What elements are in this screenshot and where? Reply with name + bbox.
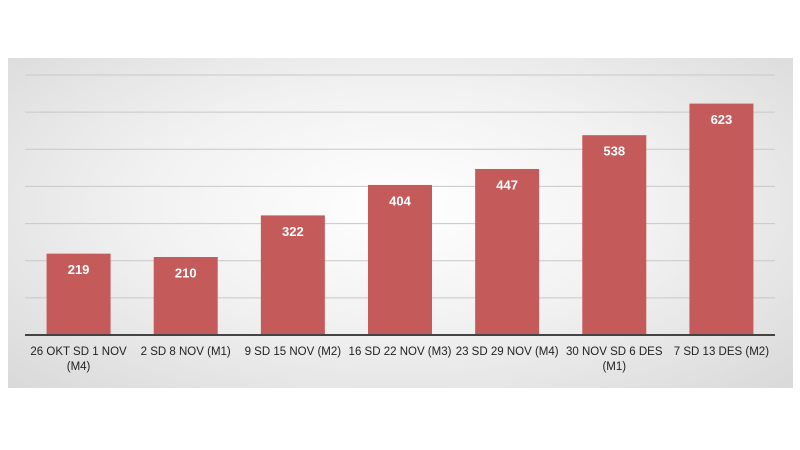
bar xyxy=(582,135,647,335)
x-tick-label: 30 NOV SD 6 DES (M1) xyxy=(566,346,663,373)
data-label: 210 xyxy=(175,265,197,280)
x-tick-label: 16 SD 22 NOV (M3) xyxy=(348,346,452,358)
bar xyxy=(46,253,111,335)
x-tick-label: 23 SD 29 NOV (M4) xyxy=(455,346,559,358)
data-label: 322 xyxy=(282,224,304,239)
data-label: 404 xyxy=(389,193,411,208)
x-tick-label: 2 SD 8 NOV (M1) xyxy=(140,346,231,358)
x-tick-label: 7 SD 13 DES (M2) xyxy=(673,346,770,358)
x-tick-label: 9 SD 15 NOV (M2) xyxy=(244,346,342,358)
bar xyxy=(260,215,325,335)
data-label: 623 xyxy=(711,112,733,127)
data-label: 219 xyxy=(68,262,90,277)
bar xyxy=(153,257,218,335)
bar xyxy=(689,103,754,335)
x-tick-label: 26 OKT SD 1 NOV (M4) xyxy=(30,346,127,373)
data-label: 538 xyxy=(603,144,625,159)
data-label: 447 xyxy=(496,177,518,192)
bar xyxy=(368,184,432,335)
bar xyxy=(475,168,540,335)
